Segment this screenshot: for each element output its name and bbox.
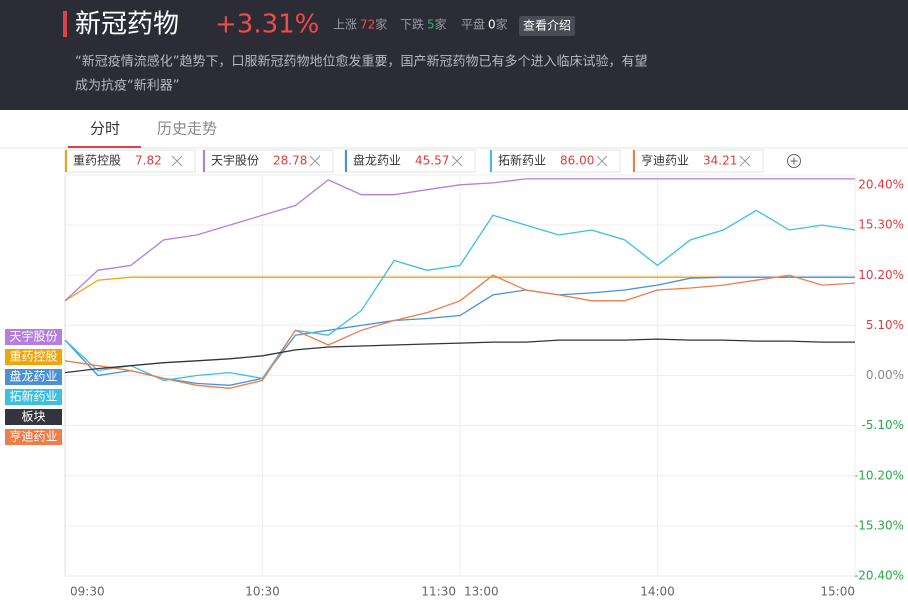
x-tick-label: 15:00	[820, 585, 855, 599]
legend-name: 拓新药业	[498, 153, 546, 168]
legend-name: 天宇股份	[211, 154, 259, 168]
series-line	[64, 338, 855, 374]
title: 新冠药物	[75, 10, 179, 40]
tab[interactable]: 分时	[90, 120, 120, 138]
legend-close[interactable]	[451, 155, 463, 167]
y-tick-label: 5.10%	[866, 318, 904, 332]
intro-button-label[interactable]: 查看介绍	[523, 19, 571, 33]
header-bg	[0, 0, 908, 110]
series-line	[64, 209, 856, 382]
description: 成为抗疫“新利器”	[75, 78, 179, 94]
legend-price: 45.57	[415, 154, 449, 168]
stat-unit: 家	[435, 17, 447, 32]
y-tick-label: 10.20%	[858, 268, 904, 282]
legend-close[interactable]	[171, 155, 183, 167]
stat-count: 5	[427, 18, 435, 32]
legend-price: 28.78	[273, 154, 307, 168]
stat-unit: 家	[496, 17, 508, 32]
left-tag	[5, 329, 62, 345]
legend-price: 7.82	[135, 154, 162, 168]
description: “新冠疫情流感化”趋势下，口服新冠药物地位愈发重要，国产新冠药物已有多个进入临床…	[75, 54, 647, 70]
tab-underline	[68, 146, 141, 148]
stat-count: 72	[360, 18, 375, 32]
intro-button[interactable]	[519, 16, 575, 36]
legend-swatch	[490, 150, 492, 172]
legend-name: 重药控股	[73, 154, 121, 168]
legend-price: 86.00	[560, 154, 594, 168]
series-line	[64, 276, 855, 386]
stat-label: 平盘	[461, 17, 485, 32]
left-tag	[5, 369, 62, 385]
stat-count: 0	[488, 18, 496, 32]
left-tag-label: 盘龙药业	[9, 369, 57, 384]
stat-label: 下跌	[400, 17, 424, 32]
left-tag-label: 拓新药业	[9, 389, 57, 404]
left-tag-label: 板块	[21, 410, 45, 424]
x-tick-label: 14:00	[640, 585, 675, 599]
left-tag-label: 亨迪药业	[9, 429, 57, 444]
left-tag-label: 天宇股份	[9, 330, 57, 344]
left-tag	[5, 389, 62, 405]
legend-close[interactable]	[309, 155, 321, 167]
add-button[interactable]	[787, 154, 801, 168]
x-tick-label: 10:30	[245, 585, 280, 599]
y-tick-label: -10.20%	[854, 468, 904, 482]
y-tick-label: -20.40%	[854, 569, 904, 583]
legend-close[interactable]	[596, 155, 608, 167]
y-tick-label: 0.00%	[866, 368, 904, 382]
y-tick-label: 15.30%	[858, 218, 904, 232]
stat-label: 上涨	[333, 17, 357, 32]
left-tag-label: 重药控股	[9, 350, 57, 364]
series-line	[64, 178, 855, 302]
left-tag	[5, 349, 62, 365]
title-marker	[63, 11, 67, 37]
y-tick-label: -5.10%	[862, 418, 904, 432]
y-tick-label: 20.40%	[858, 178, 904, 192]
legend-swatch	[633, 150, 635, 172]
tab-bar	[0, 110, 908, 148]
change: +3.31%	[215, 10, 319, 40]
left-tag	[5, 429, 62, 445]
x-tick-label: 09:30	[70, 585, 105, 599]
legend-swatch	[345, 150, 347, 172]
legend-name: 亨迪药业	[641, 153, 689, 168]
legend-price: 34.21	[703, 154, 737, 168]
stat-unit: 家	[375, 17, 387, 32]
add-icon[interactable]	[790, 157, 798, 165]
left-tag	[5, 409, 62, 425]
y-tick-label: -15.30%	[854, 518, 904, 532]
legend-swatch	[65, 150, 67, 172]
legend-swatch	[203, 150, 205, 172]
x-tick-label: 13:00	[464, 585, 499, 599]
tab[interactable]: 历史走势	[157, 120, 217, 138]
legend-name: 盘龙药业	[353, 153, 401, 168]
series-line	[64, 274, 856, 389]
legend-close[interactable]	[739, 155, 751, 167]
x-tick-label: 11:30	[421, 585, 456, 599]
